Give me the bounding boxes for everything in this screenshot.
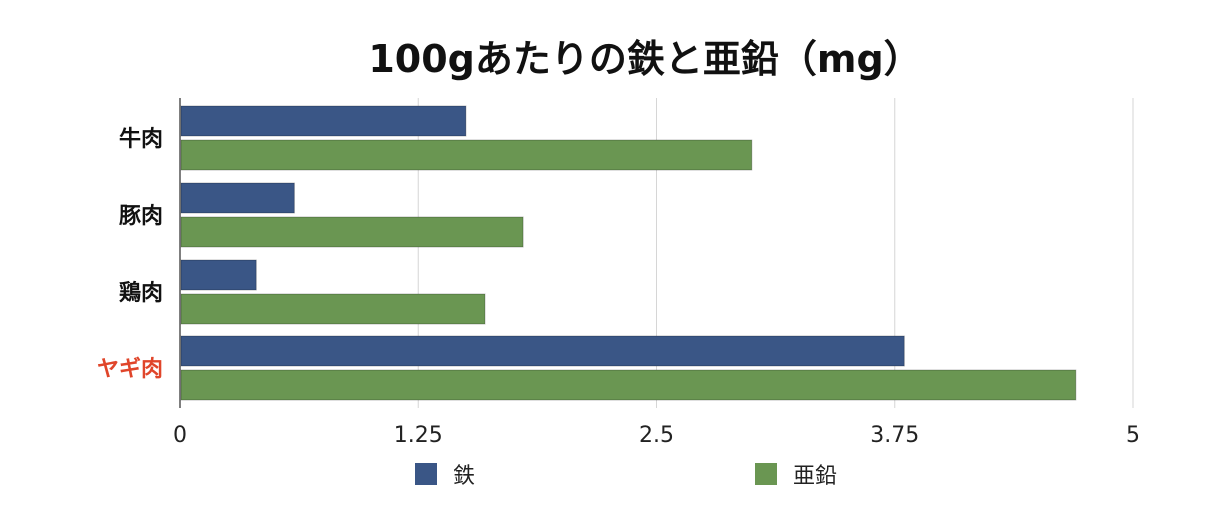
legend-item-zinc: 亜鉛 [755, 458, 837, 490]
legend-item-iron: 鉄 [415, 458, 475, 490]
category-label: 牛肉 [119, 126, 163, 152]
category-label: 鶏肉 [119, 281, 163, 306]
bar-iron [180, 105, 467, 137]
bar-zinc [180, 369, 1077, 401]
bar-zinc [180, 216, 524, 248]
bar-zinc [180, 293, 486, 325]
category-label: ヤギ肉 [97, 357, 163, 382]
x-tick-label: 0 [173, 423, 187, 448]
bar-iron [180, 335, 905, 367]
legend-label-iron: 鉄 [453, 464, 476, 489]
legend-swatch-zinc [755, 463, 777, 485]
x-tick-label: 3.75 [870, 423, 919, 448]
bar-iron [180, 182, 295, 214]
x-tick-label: 5 [1126, 423, 1140, 448]
chart-title: 100gあたりの鉄と亜鉛（mg） [368, 37, 922, 81]
legend-swatch-iron [415, 463, 437, 485]
legend-label-zinc: 亜鉛 [793, 464, 838, 489]
bar-zinc [180, 139, 753, 171]
bar-iron [180, 259, 257, 291]
x-tick-label: 1.25 [394, 423, 443, 448]
category-label: 豚肉 [119, 204, 163, 229]
x-tick-label: 2.5 [639, 423, 674, 448]
